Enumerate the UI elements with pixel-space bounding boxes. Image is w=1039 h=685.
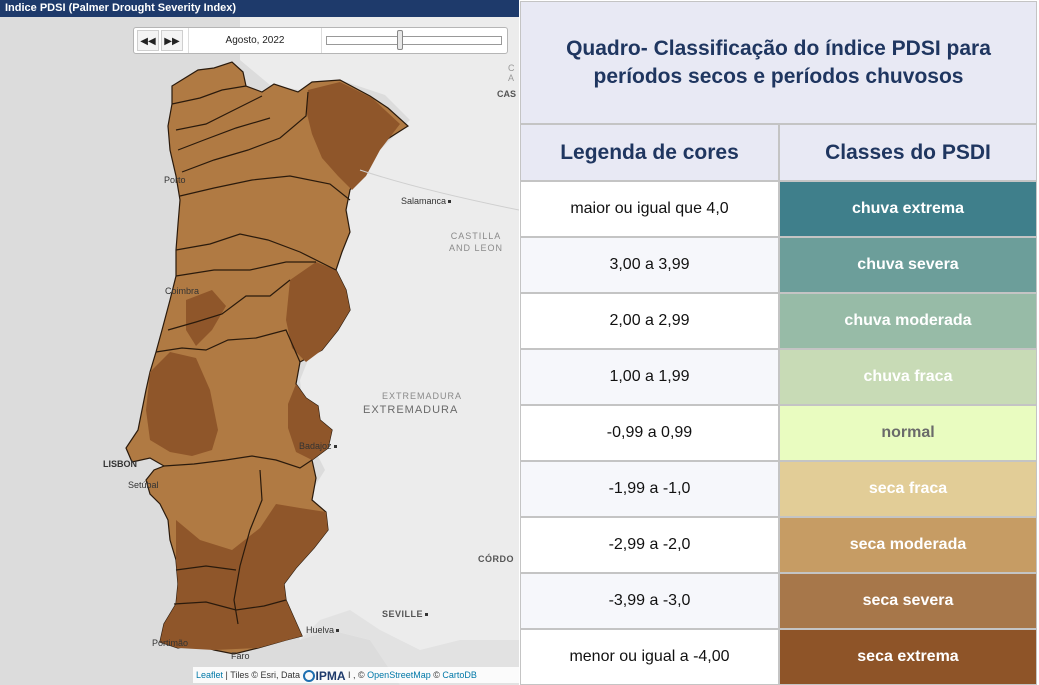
region-extremadura-small: EXTREMADURA <box>381 391 462 401</box>
region-castilla-leon: CASTILLA AND LEON <box>448 231 503 253</box>
table-row: maior ou igual que 4,0 chuva extrema <box>520 181 1037 237</box>
timeline-slider-track[interactable] <box>326 36 502 45</box>
extreme-patch-coimbra <box>186 290 226 346</box>
label-huelva: Huelva <box>306 625 340 635</box>
class-cell: seca extrema <box>779 629 1037 685</box>
label-lisbon: LISBON <box>103 459 138 469</box>
range-cell: -3,99 a -3,0 <box>520 573 779 629</box>
cartodb-link[interactable]: CartoDB <box>442 670 477 680</box>
range-cell: -0,99 a 0,99 <box>520 405 779 461</box>
label-cas-c: C <box>508 63 515 73</box>
header-classes: Classes do PSDI <box>779 124 1037 181</box>
ipma-logo-icon <box>302 669 315 682</box>
leaflet-link[interactable]: Leaflet <box>196 670 224 680</box>
class-cell: chuva severa <box>779 237 1037 293</box>
table-row: -2,99 a -2,0 seca moderada <box>520 517 1037 573</box>
table-title: Quadro- Classificação do índice PDSI par… <box>520 1 1037 124</box>
district-boundaries <box>155 85 351 625</box>
extreme-patch-east <box>288 384 332 460</box>
attribution-tiles: | Tiles © Esri, Data <box>223 670 303 680</box>
range-cell: -1,99 a -1,0 <box>520 461 779 517</box>
label-cas: CAS <box>497 89 517 99</box>
timeline-date: Agosto, 2022 <box>188 28 322 53</box>
label-cordoba: CÓRDO <box>478 554 514 564</box>
header-legenda: Legenda de cores <box>520 124 779 181</box>
range-cell: maior ou igual que 4,0 <box>520 181 779 237</box>
class-cell: seca fraca <box>779 461 1037 517</box>
range-cell: menor ou igual a -4,00 <box>520 629 779 685</box>
table-row: -0,99 a 0,99 normal <box>520 405 1037 461</box>
table-row: 1,00 a 1,99 chuva fraca <box>520 349 1037 405</box>
range-cell: 1,00 a 1,99 <box>520 349 779 405</box>
table-row: -3,99 a -3,0 seca severa <box>520 573 1037 629</box>
label-seville: SEVILLE <box>382 609 429 619</box>
double-chevron-left-icon[interactable]: ◀◀ <box>137 30 159 51</box>
map-panel[interactable]: Indice PDSI (Palmer Drought Severity Ind… <box>0 0 519 685</box>
double-chevron-right-icon[interactable]: ▶▶ <box>161 30 183 51</box>
range-cell: 2,00 a 2,99 <box>520 293 779 349</box>
map-title: Indice PDSI (Palmer Drought Severity Ind… <box>0 0 519 17</box>
class-cell: seca moderada <box>779 517 1037 573</box>
label-salamanca: Salamanca <box>401 196 452 206</box>
label-coimbra: Coimbra <box>165 286 200 296</box>
table-row: 2,00 a 2,99 chuva moderada <box>520 293 1037 349</box>
range-cell: -2,99 a -2,0 <box>520 517 779 573</box>
extreme-patch-south <box>160 504 328 650</box>
timeline-control[interactable]: ◀◀ ▶▶ Agosto, 2022 <box>133 27 508 54</box>
extreme-patch-ne <box>306 82 400 190</box>
label-porto: Porto <box>164 175 186 185</box>
label-portimao: Portimão <box>152 638 189 648</box>
osm-link[interactable]: OpenStreetMap <box>367 670 431 680</box>
table-row: menor ou igual a -4,00 seca extrema <box>520 629 1037 685</box>
class-cell: chuva moderada <box>779 293 1037 349</box>
table-header-row: Legenda de cores Classes do PSDI <box>520 124 1037 181</box>
attribution-sep-2: © <box>430 670 443 680</box>
pdsi-map[interactable] <box>0 17 519 685</box>
class-cell: seca severa <box>779 573 1037 629</box>
range-cell: 3,00 a 3,99 <box>520 237 779 293</box>
label-setubal: Setúbal <box>128 480 159 490</box>
pdsi-classification-table: Quadro- Classificação do índice PDSI par… <box>519 0 1039 685</box>
extreme-patch-west <box>146 352 218 456</box>
spain-coast-south <box>300 610 519 685</box>
timeline-slider-thumb[interactable] <box>396 30 403 50</box>
region-extremadura: EXTREMADURA <box>363 404 459 416</box>
map-attribution: Leaflet | Tiles © Esri, Data IPMA I , © … <box>193 667 519 683</box>
table-row: 3,00 a 3,99 chuva severa <box>520 237 1037 293</box>
class-cell: normal <box>779 405 1037 461</box>
class-cell: chuva fraca <box>779 349 1037 405</box>
label-badajoz: Badajoz <box>299 441 337 451</box>
class-cell: chuva extrema <box>779 181 1037 237</box>
extreme-patch-center <box>286 262 350 362</box>
label-faro: Faro <box>231 651 250 661</box>
table-row: -1,99 a -1,0 seca fraca <box>520 461 1037 517</box>
ipma-logo-text: IPMA <box>315 668 346 683</box>
attribution-sep: I , © <box>345 670 368 680</box>
label-cas-a: A <box>508 73 515 83</box>
